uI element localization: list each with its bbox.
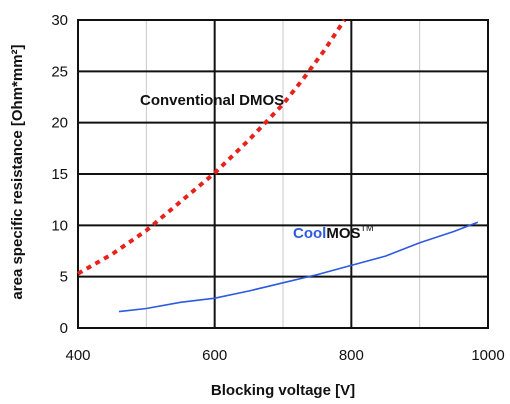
x-tick-label: 600 <box>202 347 227 364</box>
x-tick-label: 1000 <box>471 347 504 364</box>
x-tick-label: 800 <box>339 347 364 364</box>
series-layer <box>77 18 479 313</box>
y-tick-label: 10 <box>51 217 68 234</box>
dmos-label: Conventional DMOS <box>140 92 284 109</box>
y-tick-label: 5 <box>60 269 68 286</box>
grid <box>77 19 489 329</box>
y-tick-label: 30 <box>51 12 68 29</box>
y-tick-label: 0 <box>60 320 68 337</box>
y-tick-label: 20 <box>51 115 68 132</box>
coolmos-mos: MOS <box>326 225 360 242</box>
coolmos-cool: Cool <box>293 225 326 242</box>
y-tick-label: 25 <box>51 63 68 80</box>
tick-labels: 0 5 10 15 20 25 30 400 600 800 1000 <box>51 12 504 364</box>
coolmos-tm: TM <box>361 223 374 233</box>
x-tick-label: 400 <box>65 347 90 364</box>
series-line-conventional-dmos <box>77 18 347 276</box>
y-tick-label: 15 <box>51 166 68 183</box>
y-axis-title: area specific resistance [Ohm*mm²] <box>9 44 26 299</box>
plot-frame <box>77 19 489 329</box>
coolmos-label: CoolMOSTM <box>293 223 374 242</box>
x-axis-title: Blocking voltage [V] <box>211 382 355 399</box>
series-line-coolmos <box>118 221 479 313</box>
